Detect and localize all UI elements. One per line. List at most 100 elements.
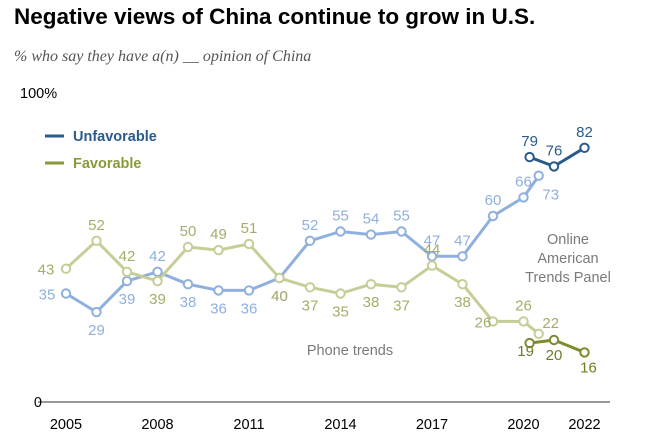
data-label-unfavorable-phone: 47 — [454, 232, 471, 249]
data-label-favorable-phone: 38 — [363, 294, 380, 311]
x-tick-label: 2017 — [416, 417, 448, 433]
point-favorable-phone — [457, 279, 468, 290]
point-unfavorable-phone — [121, 275, 133, 287]
data-label-favorable-phone: 50 — [180, 223, 197, 240]
data-label-unfavorable-phone: 52 — [302, 217, 319, 234]
annotation-online-line-1: Online — [547, 232, 589, 248]
point-favorable-phone — [335, 288, 346, 299]
data-label-favorable-online: 20 — [546, 347, 563, 364]
data-points — [60, 142, 590, 358]
data-label-favorable-phone: 38 — [454, 294, 471, 311]
data-label-favorable-phone: 37 — [393, 297, 410, 314]
data-label-favorable-online: 16 — [580, 359, 597, 376]
x-tick-label: 2011 — [233, 417, 264, 433]
data-label-unfavorable-online: 82 — [576, 124, 593, 141]
y-tick-label: 100% — [20, 86, 57, 102]
data-label-favorable-phone: 52 — [88, 217, 105, 234]
point-favorable-phone — [518, 316, 529, 327]
legend-label-unfavorable: Unfavorable — [73, 129, 157, 145]
point-unfavorable-phone — [518, 192, 529, 203]
data-label-unfavorable-phone: 36 — [210, 300, 227, 317]
series-lines — [64, 146, 586, 354]
data-label-favorable-phone: 35 — [332, 304, 349, 321]
data-label-unfavorable-phone: 40 — [271, 288, 288, 305]
point-favorable-phone — [60, 263, 72, 274]
data-label-favorable-phone: 37 — [302, 297, 319, 314]
point-unfavorable-phone — [213, 285, 224, 296]
x-tick-label: 2014 — [324, 417, 356, 433]
data-labels: 35 29 39 42 38 36 36 40 52 55 54 55 47 47 60 66 73 79 76 82… — [38, 124, 597, 377]
data-label-unfavorable-phone: 39 — [119, 291, 136, 308]
point-favorable-phone — [274, 272, 285, 284]
data-label-unfavorable-phone: 29 — [88, 322, 105, 339]
data-label-unfavorable-phone: 73 — [542, 187, 559, 204]
data-label-unfavorable-phone: 36 — [241, 300, 258, 317]
x-tick-label: 2008 — [141, 417, 173, 433]
point-favorable-phone — [182, 241, 194, 253]
point-unfavorable-phone — [182, 279, 194, 290]
point-unfavorable-phone — [91, 306, 102, 318]
point-unfavorable-phone — [457, 251, 468, 262]
point-favorable-phone — [243, 238, 255, 250]
point-unfavorable-phone — [152, 266, 163, 277]
data-label-unfavorable-phone: 55 — [393, 208, 410, 225]
data-label-unfavorable-phone: 42 — [149, 248, 166, 265]
point-favorable-phone — [152, 275, 163, 287]
data-label-favorable-phone: 42 — [119, 248, 136, 265]
annotation-online-line-3: Trends Panel — [525, 270, 611, 286]
point-favorable-phone — [365, 279, 377, 290]
legend-label-favorable: Favorable — [73, 156, 142, 172]
point-unfavorable-phone — [243, 285, 255, 296]
point-unfavorable-phone — [365, 229, 377, 240]
point-favorable-online — [579, 347, 590, 358]
data-label-favorable-phone: 22 — [542, 315, 559, 332]
point-favorable-phone — [213, 244, 224, 256]
point-unfavorable-online — [579, 142, 590, 154]
annotation-online-panel: Online American Trends Panel — [525, 232, 611, 286]
point-favorable-phone — [396, 282, 407, 293]
data-label-unfavorable-phone: 47 — [424, 232, 441, 249]
x-tick-label: 2022 — [568, 417, 600, 433]
point-favorable-online — [548, 334, 560, 346]
point-favorable-phone — [426, 260, 438, 271]
x-tick-label: 2020 — [507, 417, 539, 433]
point-unfavorable-phone — [396, 226, 407, 237]
data-label-favorable-phone: 26 — [475, 314, 492, 331]
series-line-favorable-phone — [64, 239, 540, 335]
chart-title: Negative views of China continue to grow… — [14, 4, 536, 29]
data-label-unfavorable-phone: 60 — [485, 192, 502, 209]
point-unfavorable-online — [548, 161, 560, 172]
data-label-unfavorable-phone: 38 — [180, 294, 197, 311]
point-unfavorable-phone — [335, 226, 346, 237]
annotation-phone-trends: Phone trends — [307, 343, 393, 359]
legend: Unfavorable Favorable — [45, 129, 157, 172]
point-favorable-phone — [304, 282, 316, 293]
point-unfavorable-phone — [533, 170, 544, 181]
data-label-favorable-online: 19 — [517, 343, 534, 360]
annotation-online-line-2: American — [537, 251, 598, 267]
point-favorable-phone — [91, 235, 102, 247]
point-unfavorable-phone — [304, 235, 316, 247]
chart-subtitle: % who say they have a(n) __ opinion of C… — [14, 48, 312, 65]
point-favorable-phone — [121, 266, 133, 277]
point-favorable-online — [524, 337, 535, 349]
data-label-unfavorable-phone: 55 — [332, 208, 349, 225]
point-favorable-phone — [533, 328, 544, 339]
data-label-unfavorable-phone: 66 — [515, 173, 532, 190]
point-unfavorable-online — [524, 151, 535, 163]
data-label-favorable-phone: 51 — [241, 220, 258, 237]
data-label-favorable-phone: 26 — [515, 297, 532, 314]
data-label-unfavorable-online: 79 — [521, 133, 538, 150]
data-label-favorable-phone: 49 — [210, 226, 227, 243]
data-label-unfavorable-phone: 35 — [39, 287, 56, 304]
x-tick-label: 2005 — [50, 417, 82, 433]
data-label-unfavorable-phone: 54 — [363, 211, 380, 228]
data-label-favorable-phone: 44 — [424, 242, 441, 259]
point-favorable-phone — [487, 316, 499, 327]
point-unfavorable-phone — [60, 288, 72, 299]
data-label-favorable-phone: 39 — [149, 291, 166, 308]
point-unfavorable-phone — [487, 210, 499, 222]
data-label-favorable-phone: 43 — [38, 262, 55, 279]
